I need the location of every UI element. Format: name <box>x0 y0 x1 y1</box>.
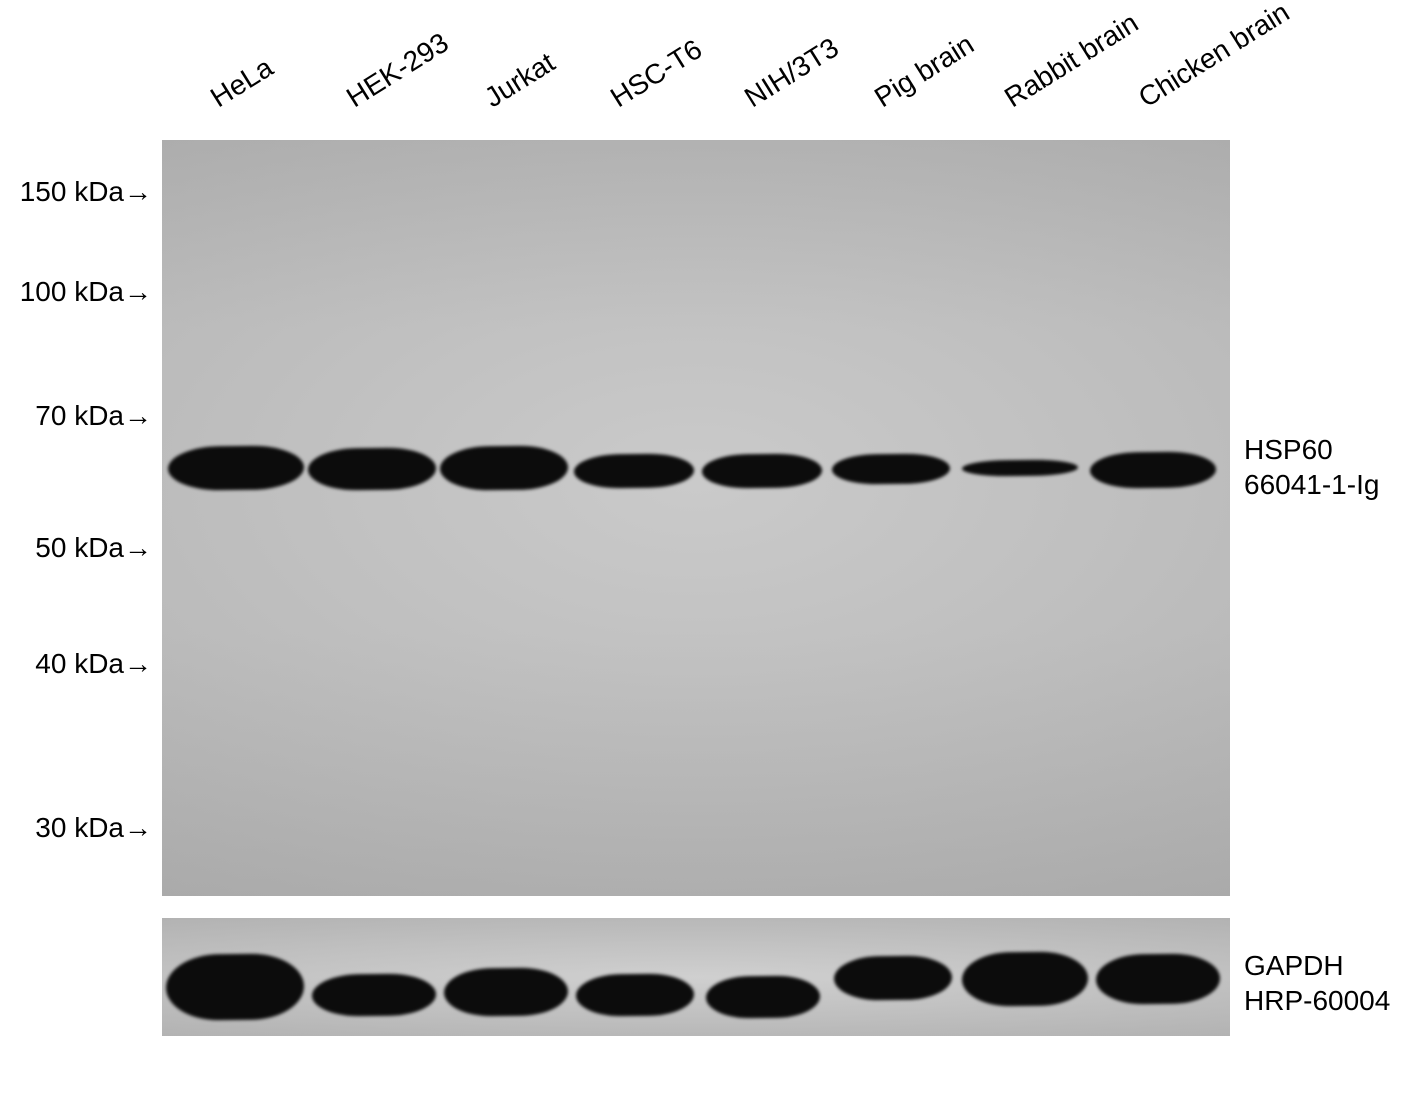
antibody-control-name: GAPDH <box>1244 948 1390 983</box>
band-hsp60-jurkat <box>440 445 568 490</box>
band-gapdh-nih3t3 <box>706 975 820 1018</box>
band-gapdh-pig-brain <box>834 955 952 1000</box>
band-gapdh-jurkat <box>444 967 568 1016</box>
band-hsp60-pig-brain <box>832 453 950 484</box>
band-gapdh-rabbit-brain <box>962 951 1088 1006</box>
band-gapdh-hsct6 <box>576 973 694 1016</box>
mw-marker-40: 40 kDa→ <box>35 648 152 680</box>
lane-label-jurkat: Jurkat <box>479 46 561 114</box>
mw-marker-150: 150 kDa→ <box>20 176 152 208</box>
band-gapdh-hek293 <box>312 973 436 1016</box>
band-hsp60-rabbit-brain <box>962 459 1078 476</box>
antibody-control-catalog: HRP-60004 <box>1244 983 1390 1018</box>
blot-loading-control-gapdh <box>162 918 1230 1036</box>
band-gapdh-hela <box>166 953 304 1020</box>
lane-label-pig-brain: Pig brain <box>869 28 980 114</box>
lane-labels: HeLa HEK-293 Jurkat HSC-T6 NIH/3T3 Pig b… <box>170 0 1230 150</box>
band-hsp60-hela <box>168 445 304 490</box>
antibody-target-name: HSP60 <box>1244 432 1379 467</box>
antibody-label-target: HSP60 66041-1-Ig <box>1244 432 1379 502</box>
band-hsp60-hek293 <box>308 447 436 490</box>
band-hsp60-chicken-brain <box>1090 451 1216 488</box>
band-hsp60-nih3t3 <box>702 453 822 488</box>
lane-label-hek293: HEK-293 <box>341 27 454 114</box>
band-row-gapdh <box>162 948 1230 1004</box>
lane-label-hsct6: HSC-T6 <box>605 33 708 114</box>
band-hsp60-hsct6 <box>574 453 694 488</box>
band-row-hsp60 <box>162 446 1230 502</box>
mw-marker-30: 30 kDa→ <box>35 812 152 844</box>
blot-main-hsp60: WWW PTGLAB.COM <box>162 140 1230 896</box>
antibody-target-catalog: 66041-1-Ig <box>1244 467 1379 502</box>
mw-marker-50: 50 kDa→ <box>35 532 152 564</box>
lane-label-chicken-brain: Chicken brain <box>1133 0 1295 114</box>
mw-marker-70: 70 kDa→ <box>35 400 152 432</box>
lane-label-hela: HeLa <box>205 51 279 114</box>
lane-label-nih3t3: NIH/3T3 <box>739 32 844 114</box>
lane-label-rabbit-brain: Rabbit brain <box>999 7 1144 114</box>
mw-markers: 150 kDa→ 100 kDa→ 70 kDa→ 50 kDa→ 40 kDa… <box>0 0 158 1105</box>
mw-marker-100: 100 kDa→ <box>20 276 152 308</box>
watermark-top: WWW <box>162 188 168 316</box>
band-gapdh-chicken-brain <box>1096 953 1220 1004</box>
antibody-label-control: GAPDH HRP-60004 <box>1244 948 1390 1018</box>
